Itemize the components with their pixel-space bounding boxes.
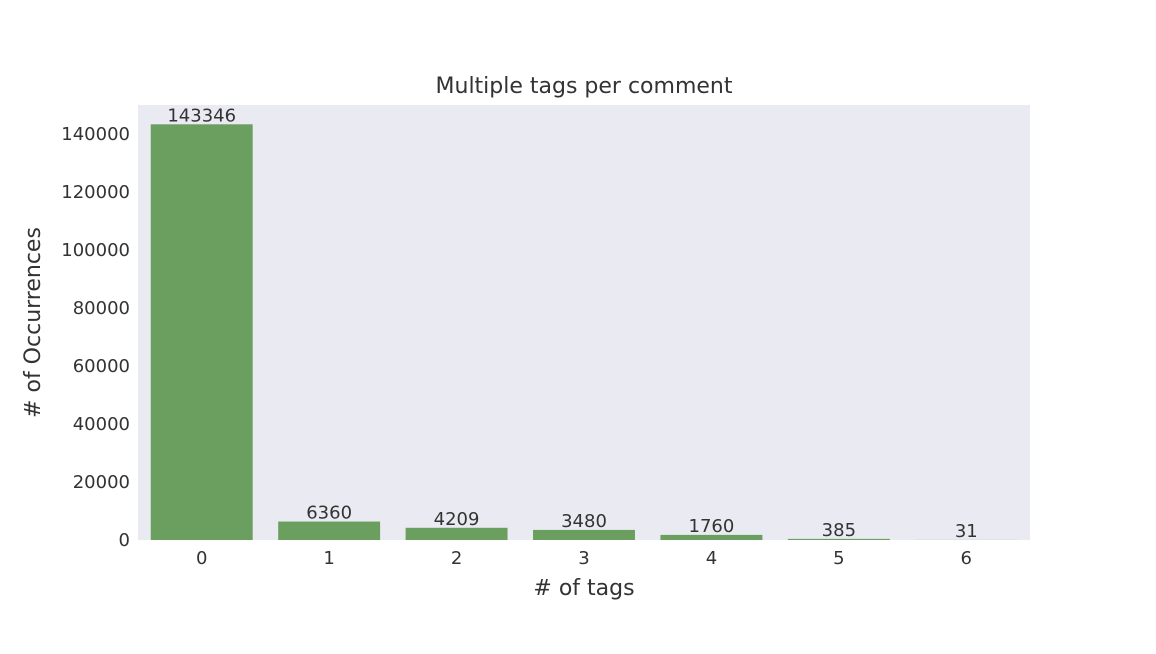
bar-4 [660, 534, 763, 540]
y-tick-40000: 40000 [73, 414, 130, 435]
y-tick-0: 0 [119, 530, 130, 551]
x-tick-6: 6 [961, 548, 972, 569]
y-tick-140000: 140000 [61, 124, 130, 145]
data-label-6: 31 [955, 521, 978, 542]
y-tick-80000: 80000 [73, 298, 130, 319]
y-tick-60000: 60000 [73, 356, 130, 377]
bars-layer [150, 124, 1018, 540]
y-axis-ticks: 0 20000 40000 60000 80000 100000 120000 140000 [61, 124, 130, 551]
bar-5 [787, 538, 890, 540]
bar-2 [405, 527, 508, 540]
data-label-3: 3480 [561, 511, 607, 532]
data-label-4: 1760 [689, 516, 735, 537]
data-labels: 143346 6360 4209 3480 1760 385 31 [167, 105, 977, 542]
y-tick-120000: 120000 [61, 182, 130, 203]
x-tick-5: 5 [833, 548, 844, 569]
data-label-1: 6360 [306, 503, 352, 524]
y-axis-label: # of Occurrences [21, 227, 46, 418]
chart-title: Multiple tags per comment [436, 74, 733, 99]
x-axis-label: # of tags [533, 576, 634, 601]
x-tick-4: 4 [706, 548, 717, 569]
x-tick-3: 3 [578, 548, 589, 569]
bar-3 [533, 529, 635, 540]
bar-1 [278, 521, 381, 540]
x-tick-0: 0 [196, 548, 207, 569]
data-label-0: 143346 [167, 105, 236, 126]
bar-0 [150, 124, 253, 540]
y-tick-100000: 100000 [61, 240, 130, 261]
y-tick-20000: 20000 [73, 472, 130, 493]
x-axis-ticks: 0 1 2 3 4 5 6 [196, 548, 972, 569]
data-label-2: 4209 [434, 509, 480, 530]
data-label-5: 385 [822, 520, 856, 541]
x-tick-1: 1 [323, 548, 334, 569]
x-tick-2: 2 [451, 548, 462, 569]
plot-area [138, 105, 1030, 540]
